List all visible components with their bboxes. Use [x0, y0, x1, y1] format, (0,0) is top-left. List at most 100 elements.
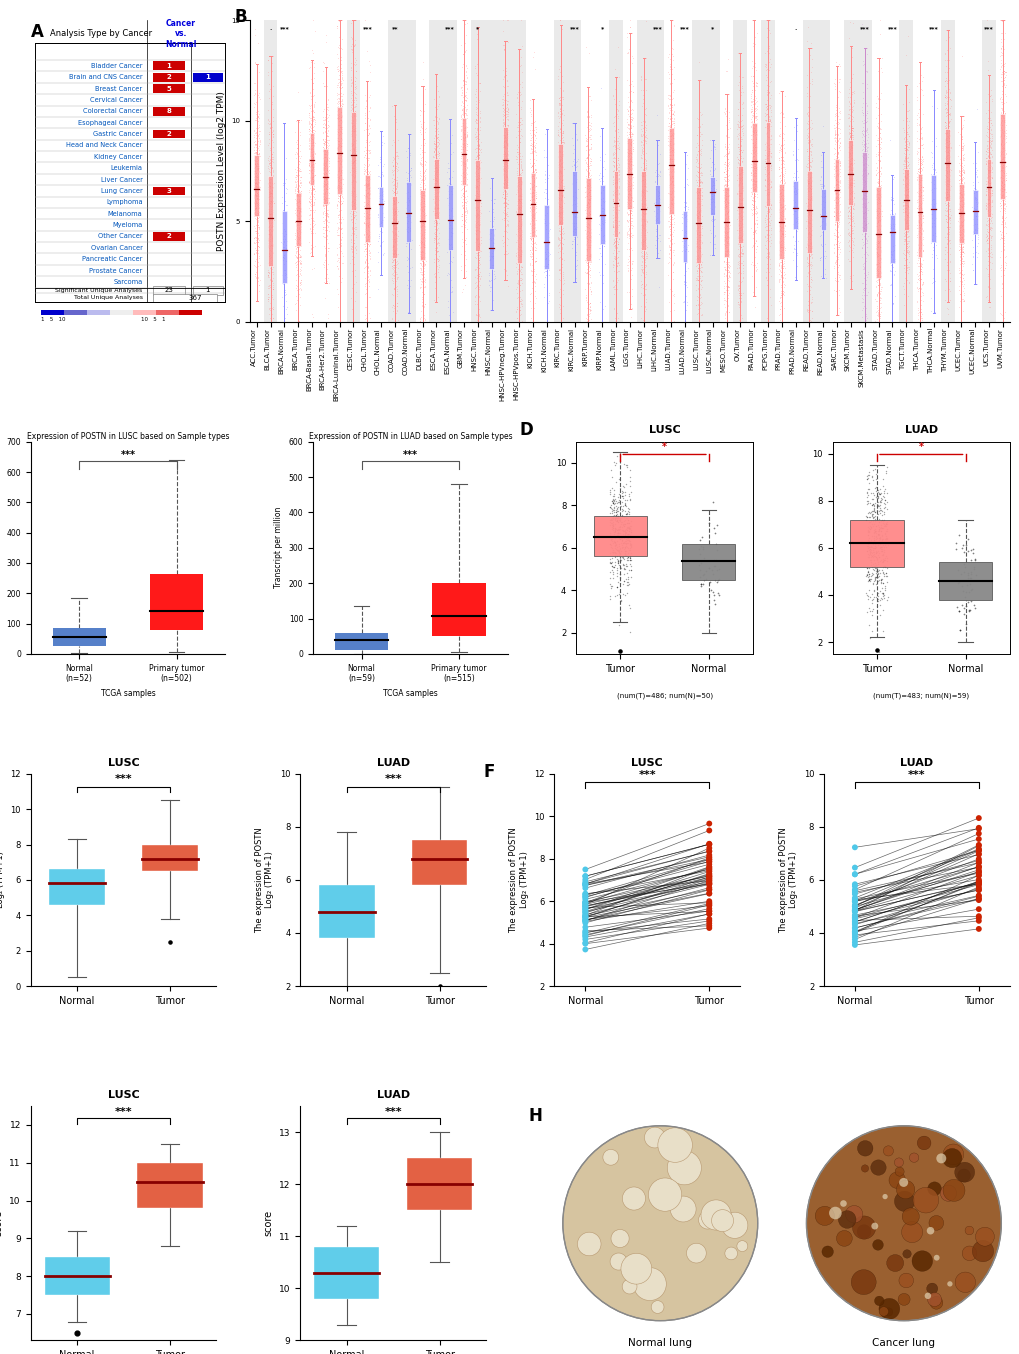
Point: [291, 192, 308, 214]
Point: [458, 160, 474, 181]
Point: [551, 287, 568, 309]
Point: [344, 157, 361, 179]
Point: [799, 311, 815, 333]
Point: [622, 190, 638, 211]
Point: [616, 483, 633, 505]
Point: [619, 146, 635, 168]
Point: [950, 164, 966, 185]
Point: [289, 181, 306, 203]
Point: [301, 191, 317, 213]
Point: [700, 883, 716, 904]
Point: [603, 512, 620, 533]
Point: [304, 144, 320, 165]
Point: [637, 156, 653, 177]
Point: [909, 238, 925, 260]
Point: [265, 213, 281, 234]
Point: [622, 154, 638, 176]
Point: [508, 271, 525, 292]
Point: [871, 218, 888, 240]
Point: [472, 116, 488, 138]
Point: [953, 240, 969, 261]
Point: [734, 250, 750, 272]
Point: [415, 252, 431, 274]
Point: [826, 154, 843, 176]
Point: [954, 164, 970, 185]
Point: [923, 240, 940, 261]
Point: [758, 169, 774, 191]
Point: [334, 116, 351, 138]
Point: [623, 187, 639, 209]
Point: [938, 131, 955, 153]
Point: [770, 253, 787, 275]
Point: [289, 176, 306, 198]
Point: [412, 169, 428, 191]
Point: [746, 173, 762, 195]
Point: [951, 237, 967, 259]
Point: [840, 175, 856, 196]
Point: [511, 311, 527, 333]
Point: [417, 230, 433, 252]
Point: [896, 217, 912, 238]
Point: [607, 139, 624, 161]
Point: [977, 287, 994, 309]
Point: [938, 97, 955, 119]
Point: [332, 121, 348, 142]
Point: [346, 218, 363, 240]
Point: [966, 200, 982, 222]
Point: [455, 225, 472, 246]
Point: [799, 96, 815, 118]
Point: [413, 261, 429, 283]
Point: [734, 161, 750, 183]
Point: [860, 539, 876, 561]
Point: [605, 160, 622, 181]
Point: [757, 93, 773, 115]
Point: [995, 173, 1011, 195]
Point: [428, 148, 444, 169]
Point: [458, 152, 474, 173]
Point: [759, 148, 775, 169]
Point: [757, 144, 773, 165]
Point: [730, 276, 746, 298]
Point: [742, 95, 758, 116]
Point: [961, 573, 977, 594]
Point: [692, 311, 708, 333]
Point: [610, 190, 627, 211]
Point: [746, 179, 762, 200]
Point: [288, 214, 305, 236]
Point: [578, 259, 594, 280]
Point: [319, 206, 335, 227]
Point: [619, 210, 635, 232]
Point: [700, 917, 716, 938]
Point: [951, 240, 967, 261]
Point: [412, 100, 428, 122]
Point: [526, 154, 542, 176]
Point: [996, 171, 1012, 192]
Point: [937, 183, 954, 204]
Bar: [41, 310, 63, 315]
Point: [316, 149, 332, 171]
Point: [318, 173, 334, 195]
Point: [507, 245, 524, 267]
Point: [613, 536, 630, 558]
Point: [507, 161, 524, 183]
Point: [873, 562, 890, 584]
Point: [825, 156, 842, 177]
Point: [873, 540, 890, 562]
Point: [830, 187, 847, 209]
Point: [868, 559, 884, 581]
Point: [251, 177, 267, 199]
Point: [389, 210, 406, 232]
Point: [775, 264, 792, 286]
Point: [841, 121, 857, 142]
Point: [951, 619, 967, 640]
Point: [342, 191, 359, 213]
Point: [330, 89, 346, 111]
Point: [842, 210, 858, 232]
Point: [857, 505, 873, 527]
Point: [995, 187, 1011, 209]
Point: [458, 70, 474, 92]
Point: [609, 184, 626, 206]
Point: [856, 93, 872, 115]
Point: [457, 154, 473, 176]
Circle shape: [622, 1280, 637, 1294]
